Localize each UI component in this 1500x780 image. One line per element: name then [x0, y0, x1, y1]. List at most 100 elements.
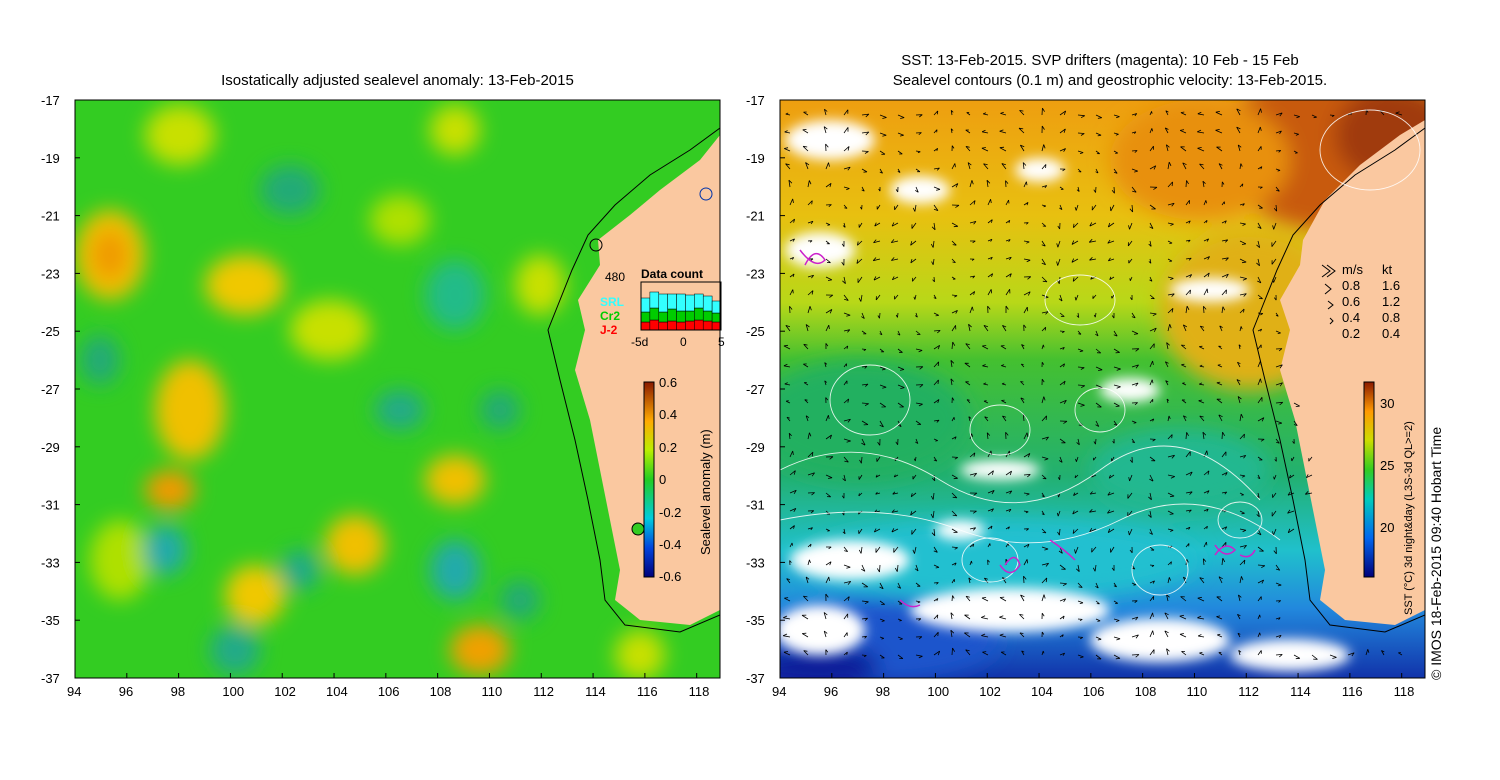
- velocity-arrow: [1218, 576, 1223, 584]
- velocity-arrow: [930, 240, 935, 248]
- right-ytick: -27: [746, 382, 765, 397]
- velocity-arrow: [785, 400, 791, 404]
- right-axes: -17 -19 -21 -23 -25 -27 -29 -31 -33 -35 -37 94 96 98 1…: [746, 93, 1414, 699]
- velocity-arrow: [861, 168, 868, 173]
- velocity-arrow: [842, 510, 845, 516]
- velocity-arrow: [1215, 111, 1223, 116]
- velocity-arrow: [1167, 561, 1172, 566]
- velocity-arrow: [1059, 399, 1067, 405]
- velocity-arrow: [897, 654, 904, 659]
- velocity-arrow: [1077, 582, 1083, 588]
- sst-colorbar: 30 25 20 SST (°C) 3d night&day (L3S-3d Q…: [1363, 381, 1415, 615]
- velocity-arrow: [879, 654, 885, 659]
- velocity-arrow: [860, 204, 863, 210]
- velocity-arrow: [894, 294, 899, 300]
- velocity-arrow: [933, 631, 939, 638]
- velocity-arrow: [965, 146, 971, 152]
- velocity-arrow: [1023, 291, 1031, 296]
- velocity-arrow: [1091, 204, 1097, 211]
- velocity-arrow: [970, 240, 976, 244]
- velocity-arrow: [1179, 614, 1187, 620]
- velocity-arrow: [1131, 364, 1139, 369]
- velocity-arrow: [982, 112, 989, 116]
- velocity-arrow: [1019, 110, 1025, 116]
- velocity-arrow: [785, 112, 791, 116]
- velocity-arrow: [1131, 150, 1138, 153]
- velocity-arrow: [933, 564, 940, 569]
- velocity-arrow: [897, 600, 903, 605]
- velocity-arrow: [951, 145, 955, 152]
- velocity-arrow: [1005, 199, 1010, 206]
- velocity-arrow: [1197, 615, 1205, 620]
- right-xtick: 94: [772, 684, 786, 699]
- velocity-arrow: [897, 618, 902, 622]
- velocity-arrow: [879, 330, 883, 336]
- velocity-arrow: [1202, 558, 1207, 566]
- right-xtick: 106: [1083, 684, 1105, 699]
- velocity-arrow: [1056, 240, 1061, 248]
- velocity-arrow: [1073, 492, 1079, 496]
- right-ytick: -35: [746, 613, 765, 628]
- velocity-arrow: [842, 474, 846, 482]
- velocity-arrow: [876, 204, 881, 210]
- velocity-arrow: [1023, 202, 1029, 206]
- velocity-arrow: [1149, 145, 1154, 152]
- data-count-bar: [658, 321, 668, 331]
- velocity-arrow: [1199, 382, 1205, 386]
- velocity-arrow: [897, 330, 901, 336]
- sst-cbar-tick-0: 30: [1380, 396, 1394, 411]
- velocity-arrow: [893, 474, 899, 478]
- velocity-arrow: [1131, 131, 1137, 134]
- right-ytick: -33: [746, 555, 765, 570]
- velocity-arrow: [1257, 579, 1265, 584]
- data-count-title: Data count: [641, 267, 703, 281]
- velocity-arrow: [930, 492, 935, 500]
- velocity-arrow: [1257, 564, 1266, 569]
- velocity-arrow: [913, 456, 917, 462]
- velocity-arrow: [788, 179, 793, 188]
- velocity-arrow: [1128, 222, 1133, 230]
- velocity-arrow: [1077, 366, 1085, 370]
- velocity-arrow: [1149, 360, 1154, 368]
- velocity-arrow: [1257, 204, 1263, 209]
- velocity-arrow: [1239, 474, 1246, 478]
- velocity-arrow: [984, 416, 989, 422]
- velocity-arrow: [1001, 382, 1007, 386]
- velocity-arrow: [1239, 240, 1247, 245]
- velocity-arrow: [1218, 163, 1223, 170]
- velocity-arrow: [788, 432, 792, 440]
- velocity-arrow: [879, 600, 886, 605]
- velocity-arrow: [969, 527, 976, 531]
- velocity-arrow: [879, 636, 885, 640]
- velocity-arrow: [894, 204, 899, 211]
- velocity-arrow: [1005, 305, 1009, 313]
- velocity-arrow: [891, 509, 899, 513]
- velocity-arrow: [933, 204, 939, 211]
- velocity-arrow: [1218, 652, 1223, 656]
- velocity-arrow: [1002, 325, 1007, 332]
- velocity-arrow: [789, 289, 794, 296]
- velocity-arrow: [1041, 222, 1047, 227]
- velocity-arrow: [1077, 132, 1085, 136]
- velocity-arrow: [1185, 239, 1191, 243]
- velocity-arrow: [1077, 618, 1083, 622]
- velocity-arrow: [1215, 129, 1223, 134]
- velocity-arrow: [843, 398, 850, 404]
- right-ytick: -29: [746, 440, 765, 455]
- velocity-arrow: [807, 543, 812, 548]
- velocity-arrow: [1041, 326, 1047, 332]
- velocity-arrow: [933, 546, 938, 553]
- velocity-arrow: [1019, 632, 1025, 638]
- velocity-arrow: [1113, 618, 1120, 622]
- velocity-arrow: [1256, 492, 1260, 499]
- velocity-arrow: [843, 632, 848, 638]
- velocity-arrow: [783, 344, 791, 350]
- velocity-arrow: [789, 560, 792, 566]
- velocity-arrow: [1092, 564, 1097, 572]
- velocity-arrow: [1291, 456, 1295, 462]
- velocity-arrow: [1257, 474, 1261, 480]
- velocity-arrow: [987, 273, 994, 278]
- velocity-arrow: [933, 167, 940, 171]
- velocity-arrow: [1239, 326, 1243, 332]
- velocity-arrow: [784, 130, 791, 134]
